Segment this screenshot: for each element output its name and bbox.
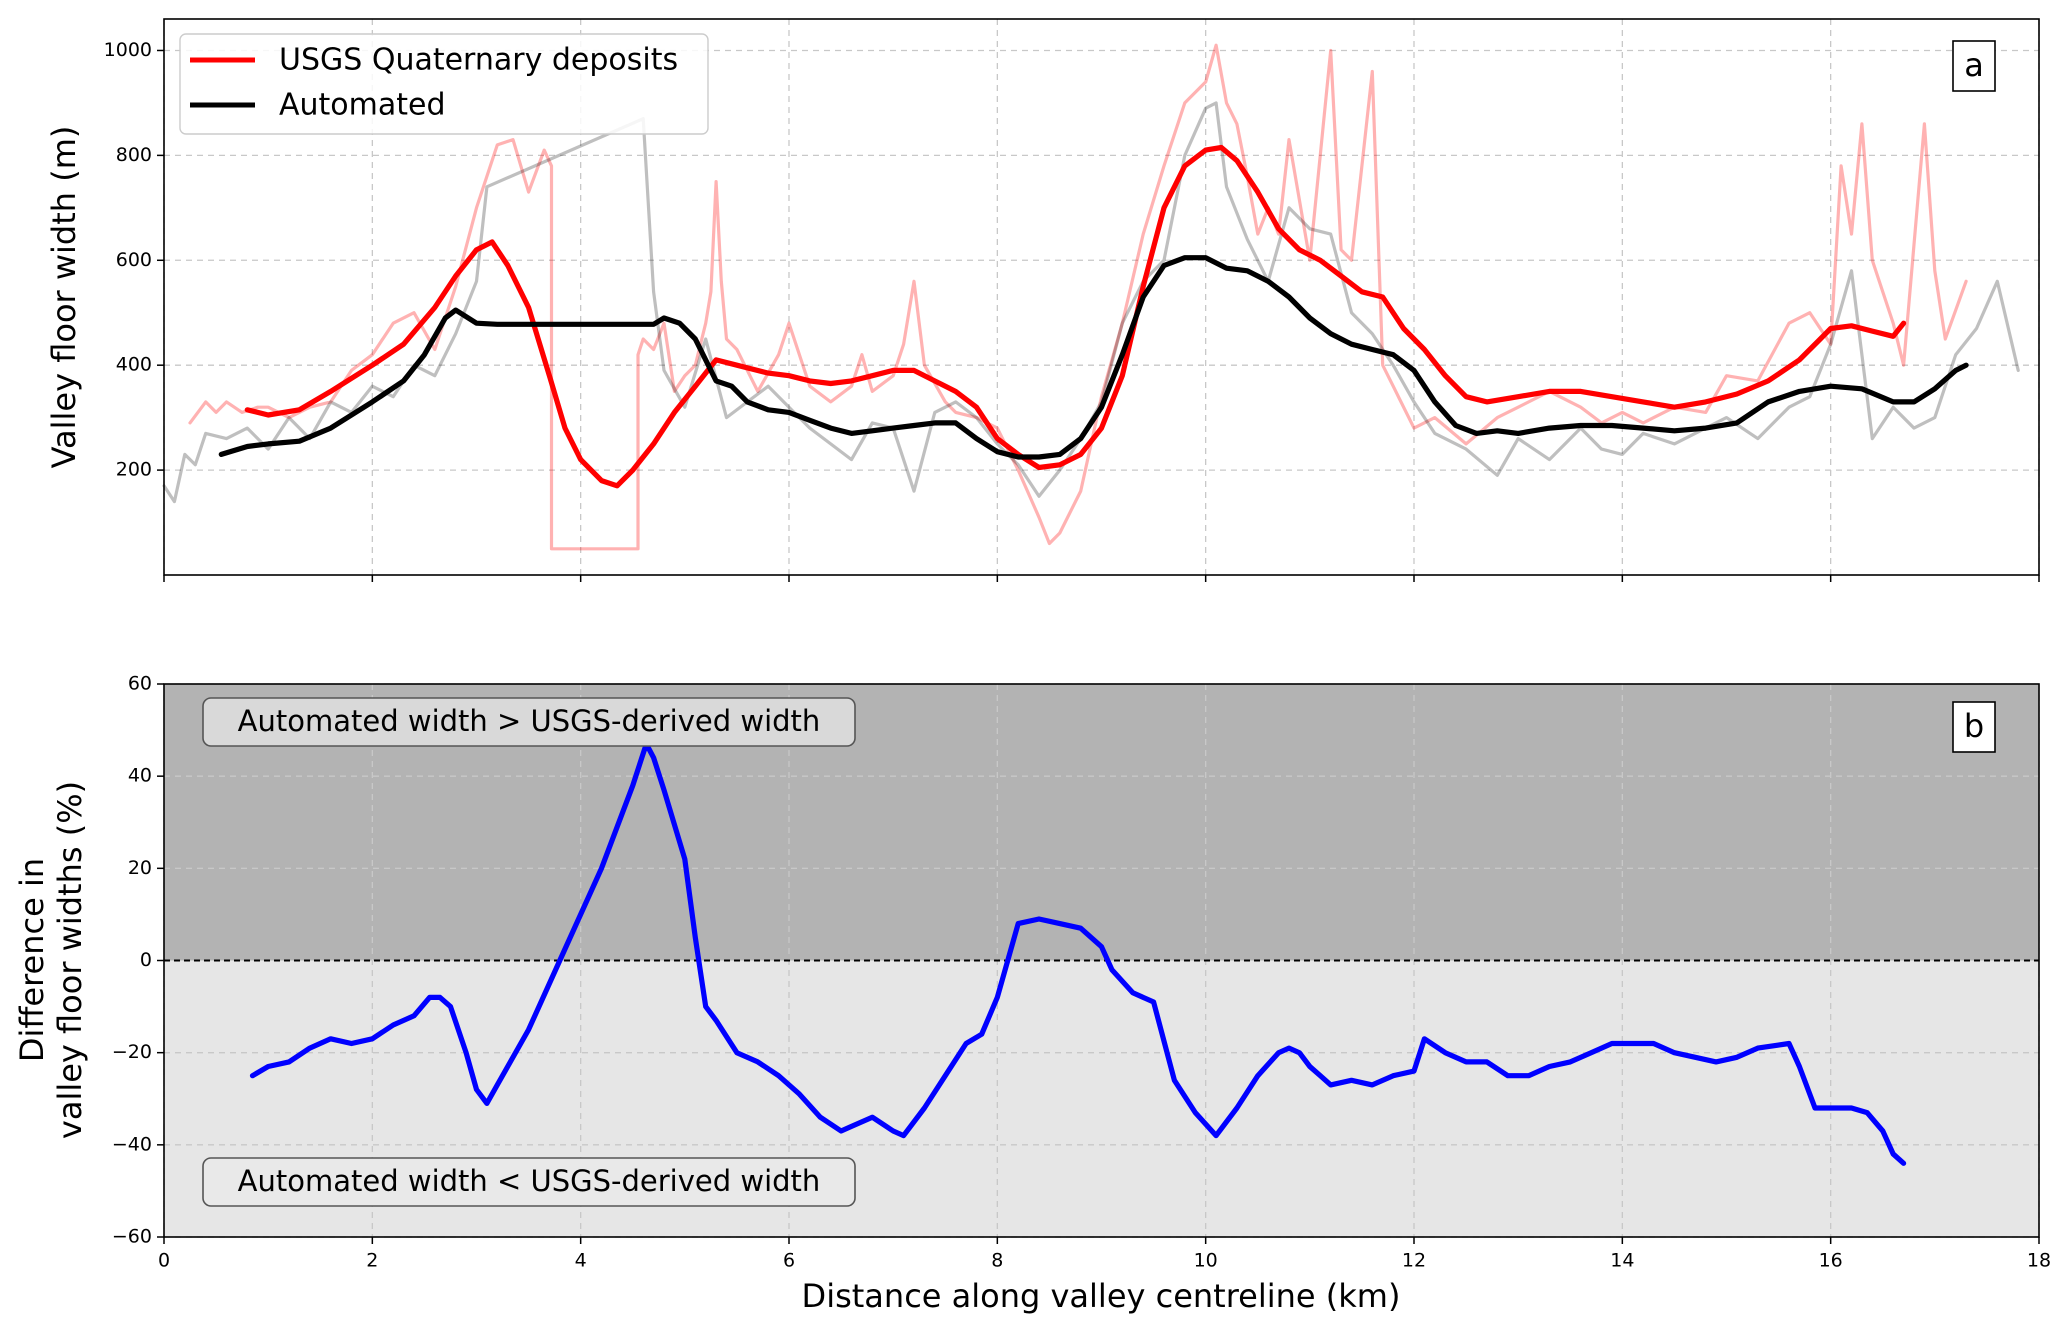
annotation-upper-text: Automated width > USGS-derived width (238, 704, 821, 738)
panel-a-ytick-label: 200 (116, 459, 152, 481)
panel-a-ytick-label: 400 (116, 354, 152, 376)
panel-b-xtick-label: 14 (1610, 1250, 1634, 1272)
panel-a-series (162, 43, 2020, 551)
panel-b-ytick-label: −60 (112, 1226, 152, 1248)
panel-b-xtick-label: 0 (158, 1250, 170, 1272)
legend-label-automated: Automated (279, 88, 446, 123)
panel-b-ytick-label: 0 (140, 949, 152, 971)
panel-b-ytick-label: 40 (128, 765, 152, 787)
annotation-upper: Automated width > USGS-derived width (202, 697, 856, 747)
series-line-difference (249, 741, 1907, 1166)
legend-label-usgs: USGS Quaternary deposits (279, 43, 678, 78)
panel-a-label-box (1952, 40, 1996, 92)
panel-b-shading (164, 684, 2039, 1237)
panel-a-legend: USGS Quaternary deposits Automated (179, 33, 709, 135)
panel-b-ytick-label: 20 (128, 857, 152, 879)
annotation-lower-text: Automated width < USGS-derived width (238, 1164, 821, 1198)
panel-a-ylabel: Valley floor width (m) (45, 126, 83, 469)
panel-a-label: a (1964, 46, 1984, 84)
panel-b-ytick-label: −20 (112, 1041, 152, 1063)
panel-b-ytick-label: −40 (112, 1133, 152, 1155)
series-line-automated-smoothed (218, 255, 1969, 460)
panel-b-label: b (1964, 707, 1984, 745)
panel-b-xtick-label: 8 (991, 1250, 1003, 1272)
panel-b-ytick-label: 60 (128, 673, 152, 695)
panel-a-frame (163, 18, 2040, 576)
panel-b-series (249, 741, 1907, 1166)
panel-b-ylabel-line-1: Difference in (13, 858, 51, 1062)
panel-b-xtick-label: 4 (575, 1250, 587, 1272)
panel-b-xtick-label: 6 (783, 1250, 795, 1272)
panel-b-label-box (1952, 701, 1996, 753)
series-line-usgs-smoothed (244, 144, 1907, 489)
panel-b-xtick-label: 2 (366, 1250, 378, 1272)
panel-b-ylabel-line-2: valley floor widths (%) (51, 781, 89, 1139)
annotation-lower: Automated width < USGS-derived width (202, 1157, 856, 1207)
panel-a-ytick-label: 800 (116, 144, 152, 166)
panel-b-grid (163, 683, 2040, 1238)
panel-a-ticks: 200 400 600 800 1000 (104, 39, 2040, 582)
panel-b-xtick-label: 16 (1819, 1250, 1843, 1272)
panel-a-ytick-label: 1000 (104, 39, 152, 61)
legend-box (179, 33, 709, 135)
panel-b-xtick-label: 12 (1402, 1250, 1426, 1272)
panel-b: 0 2 4 6 8 10 12 14 16 18 −60 −40 −20 0 20 40 60 Differen… (13, 673, 2051, 1316)
panel-b-xlabel: Distance along valley centreline (km) (802, 1277, 1401, 1315)
panel-b-xtick-label: 10 (1194, 1250, 1218, 1272)
panel-b-ticks: 0 2 4 6 8 10 12 14 16 18 −60 −40 −20 0 20 40 60 (112, 673, 2051, 1272)
annotation-upper-box (202, 697, 856, 747)
panel-a-ytick-label: 600 (116, 249, 152, 271)
panel-b-xtick-label: 18 (2027, 1250, 2051, 1272)
annotation-lower-box (202, 1157, 856, 1207)
